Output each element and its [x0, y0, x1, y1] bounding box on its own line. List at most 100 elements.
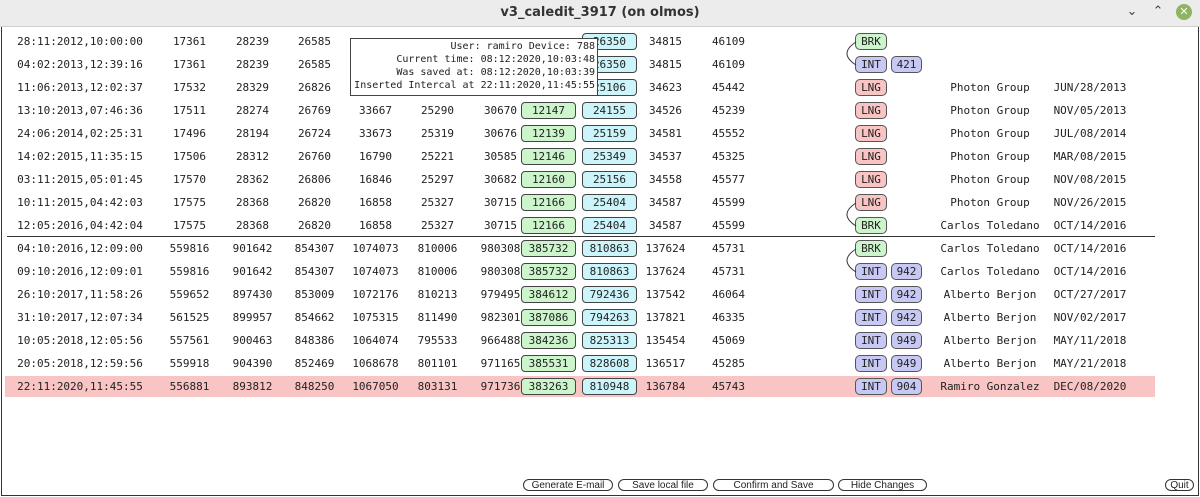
device-number-tag[interactable]: 942: [891, 286, 922, 303]
type-tag[interactable]: INT: [855, 286, 887, 303]
user-name-cell: Alberto Berjon: [943, 311, 1037, 324]
value-cell: 1072176: [352, 288, 399, 301]
type-tag[interactable]: INT: [855, 309, 887, 326]
device-number-tag[interactable]: 942: [891, 263, 922, 280]
table-row[interactable]: 03:11:2015,05:01:45 17570 28362 26806 16846 2…: [5, 169, 1155, 190]
value-cell: 45325: [711, 150, 746, 163]
value-cell: 28312: [235, 150, 270, 163]
value-cell: 853009: [294, 288, 335, 301]
green-value-box[interactable]: 383263: [521, 378, 576, 395]
table-row[interactable]: 14:02:2015,11:35:15 17506 28312 26760 16790 2…: [5, 146, 1155, 167]
table-row[interactable]: 10:11:2015,04:42:03 17575 28368 26820 16858 2…: [5, 192, 1155, 213]
table-row[interactable]: 22:11:2020,11:45:55 556881 893812 848250 106…: [5, 376, 1155, 397]
window-title: v3_caledit_3917 (on olmos): [500, 5, 700, 20]
generate-email-button[interactable]: Generate E-mail: [523, 479, 613, 491]
hide-changes-button[interactable]: Hide Changes: [838, 479, 927, 491]
device-number-tag[interactable]: 421: [891, 56, 922, 73]
maximize-icon[interactable]: ⌃: [1152, 4, 1164, 19]
value-cell: 25290: [420, 104, 455, 117]
cyan-value-box[interactable]: 25404: [582, 217, 637, 234]
green-value-box[interactable]: 12166: [521, 217, 576, 234]
save-local-file-button[interactable]: Save local file: [618, 479, 708, 491]
type-tag[interactable]: LNG: [855, 102, 887, 119]
green-value-box[interactable]: 384236: [521, 332, 576, 349]
device-number-tag[interactable]: 949: [891, 355, 922, 372]
minimize-icon[interactable]: ⌄: [1126, 4, 1138, 19]
cyan-value-box[interactable]: 25156: [582, 171, 637, 188]
value-cell: 852469: [294, 357, 335, 370]
user-name-cell: Photon Group: [950, 150, 1030, 163]
table-row[interactable]: 13:10:2013,07:46:36 17511 28274 26769 33667 2…: [5, 100, 1155, 121]
date-cell: 13:10:2013,07:46:36: [17, 104, 143, 117]
type-tag[interactable]: LNG: [855, 171, 887, 188]
cyan-value-box[interactable]: 24155: [582, 102, 637, 119]
close-icon[interactable]: ✕: [1175, 3, 1193, 21]
table-row[interactable]: 31:10:2017,12:07:34 561525 899957 854662 107…: [5, 307, 1155, 328]
value-cell: 46109: [711, 35, 746, 48]
table-separator: [7, 236, 1155, 237]
green-value-box[interactable]: 385732: [521, 263, 576, 280]
cyan-value-box[interactable]: 794263: [582, 309, 637, 326]
device-number-tag[interactable]: 949: [891, 332, 922, 349]
green-value-box[interactable]: 385732: [521, 240, 576, 257]
green-value-box[interactable]: 385531: [521, 355, 576, 372]
cyan-value-box[interactable]: 25404: [582, 194, 637, 211]
device-number-tag[interactable]: 942: [891, 309, 922, 326]
type-tag[interactable]: BRK: [855, 240, 887, 257]
value-cell: 559816: [169, 242, 210, 255]
type-tag[interactable]: INT: [855, 378, 887, 395]
table-row[interactable]: 11:06:2013,12:02:37 17532 28329 26826 34623 4…: [5, 77, 1155, 98]
table-row[interactable]: 20:05:2018,12:59:56 559918 904390 852469 106…: [5, 353, 1155, 374]
table-row[interactable]: 09:10:2016,12:09:01 559816 901642 854307 107…: [5, 261, 1155, 282]
quit-button[interactable]: Quit: [1165, 479, 1194, 491]
type-tag[interactable]: BRK: [855, 217, 887, 234]
green-value-box[interactable]: 12147: [521, 102, 576, 119]
table-row[interactable]: 10:05:2018,12:05:56 557561 900463 848386 106…: [5, 330, 1155, 351]
value-cell: 810006: [417, 242, 458, 255]
title-bar[interactable]: v3_caledit_3917 (on olmos) ⌄ ⌃ ✕: [0, 0, 1200, 27]
green-value-box[interactable]: 12166: [521, 194, 576, 211]
cyan-value-box[interactable]: 792436: [582, 286, 637, 303]
change-date-cell: OCT/27/2017: [1053, 288, 1127, 301]
type-tag[interactable]: BRK: [855, 33, 887, 50]
green-value-box[interactable]: 384612: [521, 286, 576, 303]
type-tag[interactable]: LNG: [855, 148, 887, 165]
green-value-box[interactable]: 387086: [521, 309, 576, 326]
table-row[interactable]: 24:06:2014,02:25:31 17496 28194 26724 33673 2…: [5, 123, 1155, 144]
type-tag[interactable]: INT: [855, 355, 887, 372]
date-cell: 24:06:2014,02:25:31: [17, 127, 143, 140]
value-cell: 982301: [480, 311, 521, 324]
cyan-value-box[interactable]: 828608: [582, 355, 637, 372]
value-cell: 137624: [645, 265, 686, 278]
type-tag[interactable]: INT: [855, 56, 887, 73]
table-row[interactable]: 04:10:2016,12:09:00 559816 901642 854307 107…: [5, 238, 1155, 259]
green-value-box[interactable]: 12139: [521, 125, 576, 142]
type-tag[interactable]: LNG: [855, 79, 887, 96]
cyan-value-box[interactable]: 810863: [582, 240, 637, 257]
type-tag[interactable]: LNG: [855, 125, 887, 142]
cyan-value-box[interactable]: 825313: [582, 332, 637, 349]
table-row[interactable]: 04:02:2013,12:39:16 17361 28239 26585 34815 4…: [5, 54, 1155, 75]
cyan-value-box[interactable]: 25159: [582, 125, 637, 142]
value-cell: 26585: [297, 58, 332, 71]
type-tag[interactable]: INT: [855, 263, 887, 280]
cyan-value-box[interactable]: 810863: [582, 263, 637, 280]
value-cell: 971736: [480, 380, 521, 393]
table-row[interactable]: 12:05:2016,04:42:04 17575 28368 26820 16858 2…: [5, 215, 1155, 236]
type-tag[interactable]: INT: [855, 332, 887, 349]
cyan-value-box[interactable]: 810948: [582, 378, 637, 395]
date-cell: 12:05:2016,04:42:04: [17, 219, 143, 232]
device-number-tag[interactable]: 904: [891, 378, 922, 395]
table-row[interactable]: 28:11:2012,10:00:00 17361 28239 26585 34815 4…: [5, 31, 1155, 52]
value-cell: 45599: [711, 219, 746, 232]
table-row[interactable]: 26:10:2017,11:58:26 559652 897430 853009 107…: [5, 284, 1155, 305]
cyan-value-box[interactable]: 25349: [582, 148, 637, 165]
type-tag[interactable]: LNG: [855, 194, 887, 211]
confirm-and-save-button[interactable]: Confirm and Save: [713, 479, 834, 491]
change-date-cell: NOV/02/2017: [1053, 311, 1127, 324]
user-name-cell: Photon Group: [950, 196, 1030, 209]
green-value-box[interactable]: 12146: [521, 148, 576, 165]
green-value-box[interactable]: 12160: [521, 171, 576, 188]
user-name-cell: Carlos Toledano: [940, 219, 1040, 232]
